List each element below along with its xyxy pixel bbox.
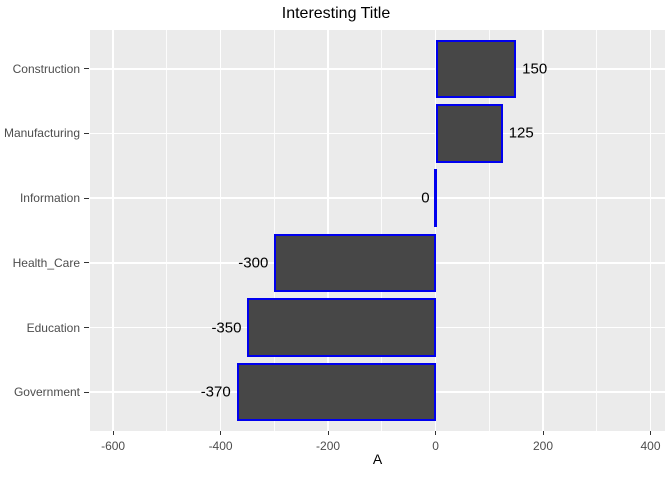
bar-government: [236, 363, 436, 422]
x-tick-mark: [542, 431, 544, 435]
x-tick-mark: [112, 431, 114, 435]
gridline-x-minor: [596, 30, 598, 431]
gridline-y-major: [90, 68, 665, 70]
bar-value-label: 125: [508, 124, 534, 142]
gridline-x-minor: [166, 30, 168, 431]
y-tick-mark: [84, 68, 89, 70]
gridline-x-major: [542, 30, 544, 431]
y-tick-label-education: Education: [26, 320, 80, 335]
y-tick-mark: [84, 132, 89, 134]
bar-education: [247, 298, 436, 357]
bar-value-label: 150: [522, 60, 548, 78]
bar-value-label: -350: [211, 319, 242, 337]
bar-value-label: -300: [238, 254, 269, 272]
x-tick-label: -400: [208, 439, 233, 453]
x-tick-label: -600: [101, 439, 126, 453]
plot-panel: 150 125 0 -300 -350 -370: [90, 30, 665, 431]
gridline-y-major: [90, 197, 665, 199]
bar-construction: [435, 39, 517, 98]
bar-information: [434, 169, 438, 228]
gridline-x-minor: [381, 30, 383, 431]
y-tick-mark: [84, 391, 89, 393]
y-tick-mark: [84, 262, 89, 264]
gridline-x-major: [112, 30, 114, 431]
gridline-x-major: [649, 30, 652, 431]
x-tick-label: 0: [432, 439, 439, 453]
gridline-x-major: [434, 30, 437, 431]
gridline-x-major: [327, 30, 329, 431]
y-tick-label-health_care: Health_Care: [12, 255, 80, 270]
bar-manufacturing: [435, 104, 503, 163]
chart-title: Interesting Title: [281, 5, 391, 22]
bar-health_care: [274, 233, 436, 292]
bar-value-label: -370: [200, 383, 231, 401]
x-tick-label: 200: [532, 439, 554, 453]
x-tick-mark: [435, 431, 437, 435]
x-axis-title: A: [372, 451, 383, 467]
x-tick-label: 400: [640, 439, 661, 453]
x-tick-mark: [327, 431, 329, 435]
y-tick-label-manufacturing: Manufacturing: [3, 126, 80, 141]
gridline-x-major: [219, 30, 222, 431]
y-tick-label-construction: Construction: [12, 61, 80, 76]
y-tick-label-information: Information: [19, 191, 80, 206]
x-tick-label: -200: [316, 439, 341, 453]
y-tick-mark: [84, 197, 89, 199]
gridline-y-major: [90, 132, 665, 135]
gridline-x-minor: [488, 30, 490, 431]
x-tick-mark: [220, 431, 222, 435]
gridline-x-minor: [273, 30, 275, 431]
y-tick-mark: [84, 327, 89, 329]
y-tick-label-government: Government: [13, 385, 80, 400]
bar-value-label: 0: [421, 189, 430, 207]
x-tick-mark: [649, 431, 651, 435]
